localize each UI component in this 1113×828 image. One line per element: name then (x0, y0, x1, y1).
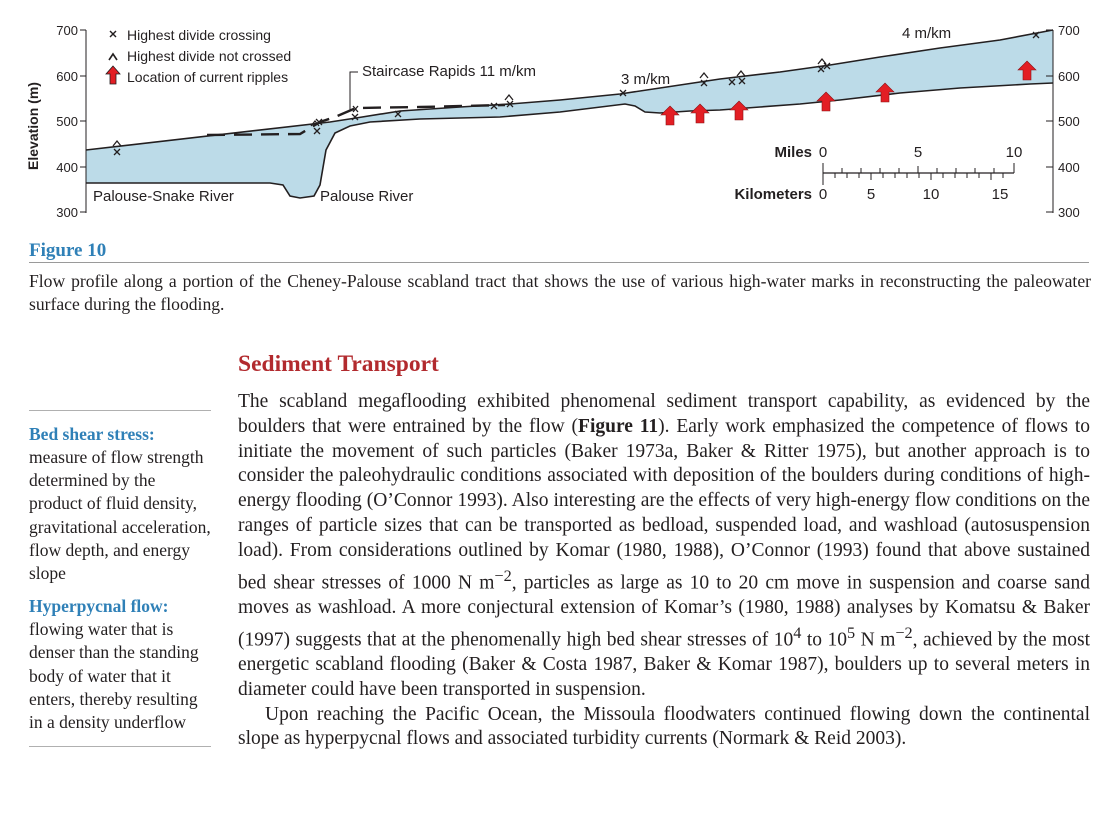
legend-current-ripples: Location of current ripples (127, 69, 288, 85)
ripple-arrow (729, 100, 749, 121)
glossary-term: Bed shear stress: (29, 424, 155, 444)
y-tick-right-500: 500 (1058, 114, 1080, 129)
glossary-term: Hyperpycnal flow: (29, 596, 169, 617)
current-ripple-arrows (660, 60, 1037, 126)
glossary-definition: measure of flow strength determined by t… (29, 447, 211, 584)
divide-markers (112, 31, 1040, 156)
staircase-leader-line (349, 71, 358, 111)
sidebar-top-rule (29, 410, 211, 411)
scale-mile-0: 0 (819, 144, 827, 161)
section-body: The scabland megaflooding exhibited phen… (238, 390, 1090, 752)
ripple-arrow (690, 103, 710, 124)
y-tick-left-600: 600 (56, 69, 78, 84)
body-paragraph: The scabland megaflooding exhibited phen… (238, 391, 1091, 700)
legend-divide-crossing: Highest divide crossing (127, 27, 271, 43)
scale-km-5: 5 (867, 186, 875, 203)
sidebar-bottom-rule (29, 746, 211, 748)
dashed-profile-line (206, 103, 506, 137)
y-tick-left-400: 400 (56, 160, 78, 175)
body-paragraph: Upon reaching the Pacific Ocean, the Mis… (238, 703, 1090, 750)
scale-km-0: 0 (819, 186, 827, 203)
scale-km-label: Kilometers (734, 186, 812, 203)
glossary-list: Bed shear stress: measure of flow streng… (29, 423, 211, 734)
scale-mile-5: 5 (914, 144, 922, 161)
section-heading: Sediment Transport (238, 351, 439, 377)
figure-caption: Flow profile along a portion of the Chen… (29, 271, 1091, 314)
figure-label: Figure 10 (29, 240, 107, 261)
gradient-4-label: 4 m/km (902, 25, 951, 42)
y-tick-left-700: 700 (56, 23, 78, 38)
scale-miles-label: Miles (774, 144, 812, 161)
caption-divider (29, 262, 1089, 263)
y-tick-right-300: 300 (1058, 205, 1080, 220)
scale-km-15: 15 (992, 186, 1009, 203)
palouse-snake-river-label: Palouse-Snake River (93, 188, 234, 205)
y-tick-left-300: 300 (56, 205, 78, 220)
divide-not-crossed-icon (108, 52, 118, 61)
y-tick-right-600: 600 (1058, 69, 1080, 84)
palouse-river-label: Palouse River (320, 188, 413, 205)
scale-mile-10: 10 (1006, 144, 1023, 161)
scale-km-10: 10 (923, 186, 940, 203)
y-axis-label: Elevation (m) (25, 82, 41, 170)
paleowater-surface-line (85, 29, 1054, 151)
staircase-rapids-label: Staircase Rapids 11 m/km (362, 63, 536, 80)
glossary-sidebar: Bed shear stress: measure of flow streng… (29, 410, 211, 748)
y-tick-left-500: 500 (56, 114, 78, 129)
flood-water-body (86, 30, 1053, 198)
ripple-arrow (1017, 60, 1037, 81)
divide-crossing-icon (109, 30, 117, 38)
current-ripples-arrow-icon (105, 65, 121, 85)
legend-divide-not-crossed: Highest divide not crossed (127, 48, 291, 64)
ripple-arrow (875, 82, 895, 103)
glossary-definition: flowing water that is denser than the st… (29, 619, 199, 733)
flow-profile-figure: 700 600 500 400 300 Elevation (m) 700 60… (25, 23, 1080, 220)
gradient-3-label: 3 m/km (621, 71, 670, 88)
ripple-arrow (816, 91, 836, 112)
y-tick-right-700: 700 (1058, 23, 1080, 38)
ripple-arrow (660, 105, 680, 126)
legend: Highest divide crossing Highest divide n… (105, 27, 291, 85)
y-tick-right-400: 400 (1058, 160, 1080, 175)
figure-11-link[interactable]: Figure 11 (578, 415, 659, 437)
scale-bar: Miles 0 5 10 Kilometers 0 5 10 15 (734, 144, 1022, 203)
